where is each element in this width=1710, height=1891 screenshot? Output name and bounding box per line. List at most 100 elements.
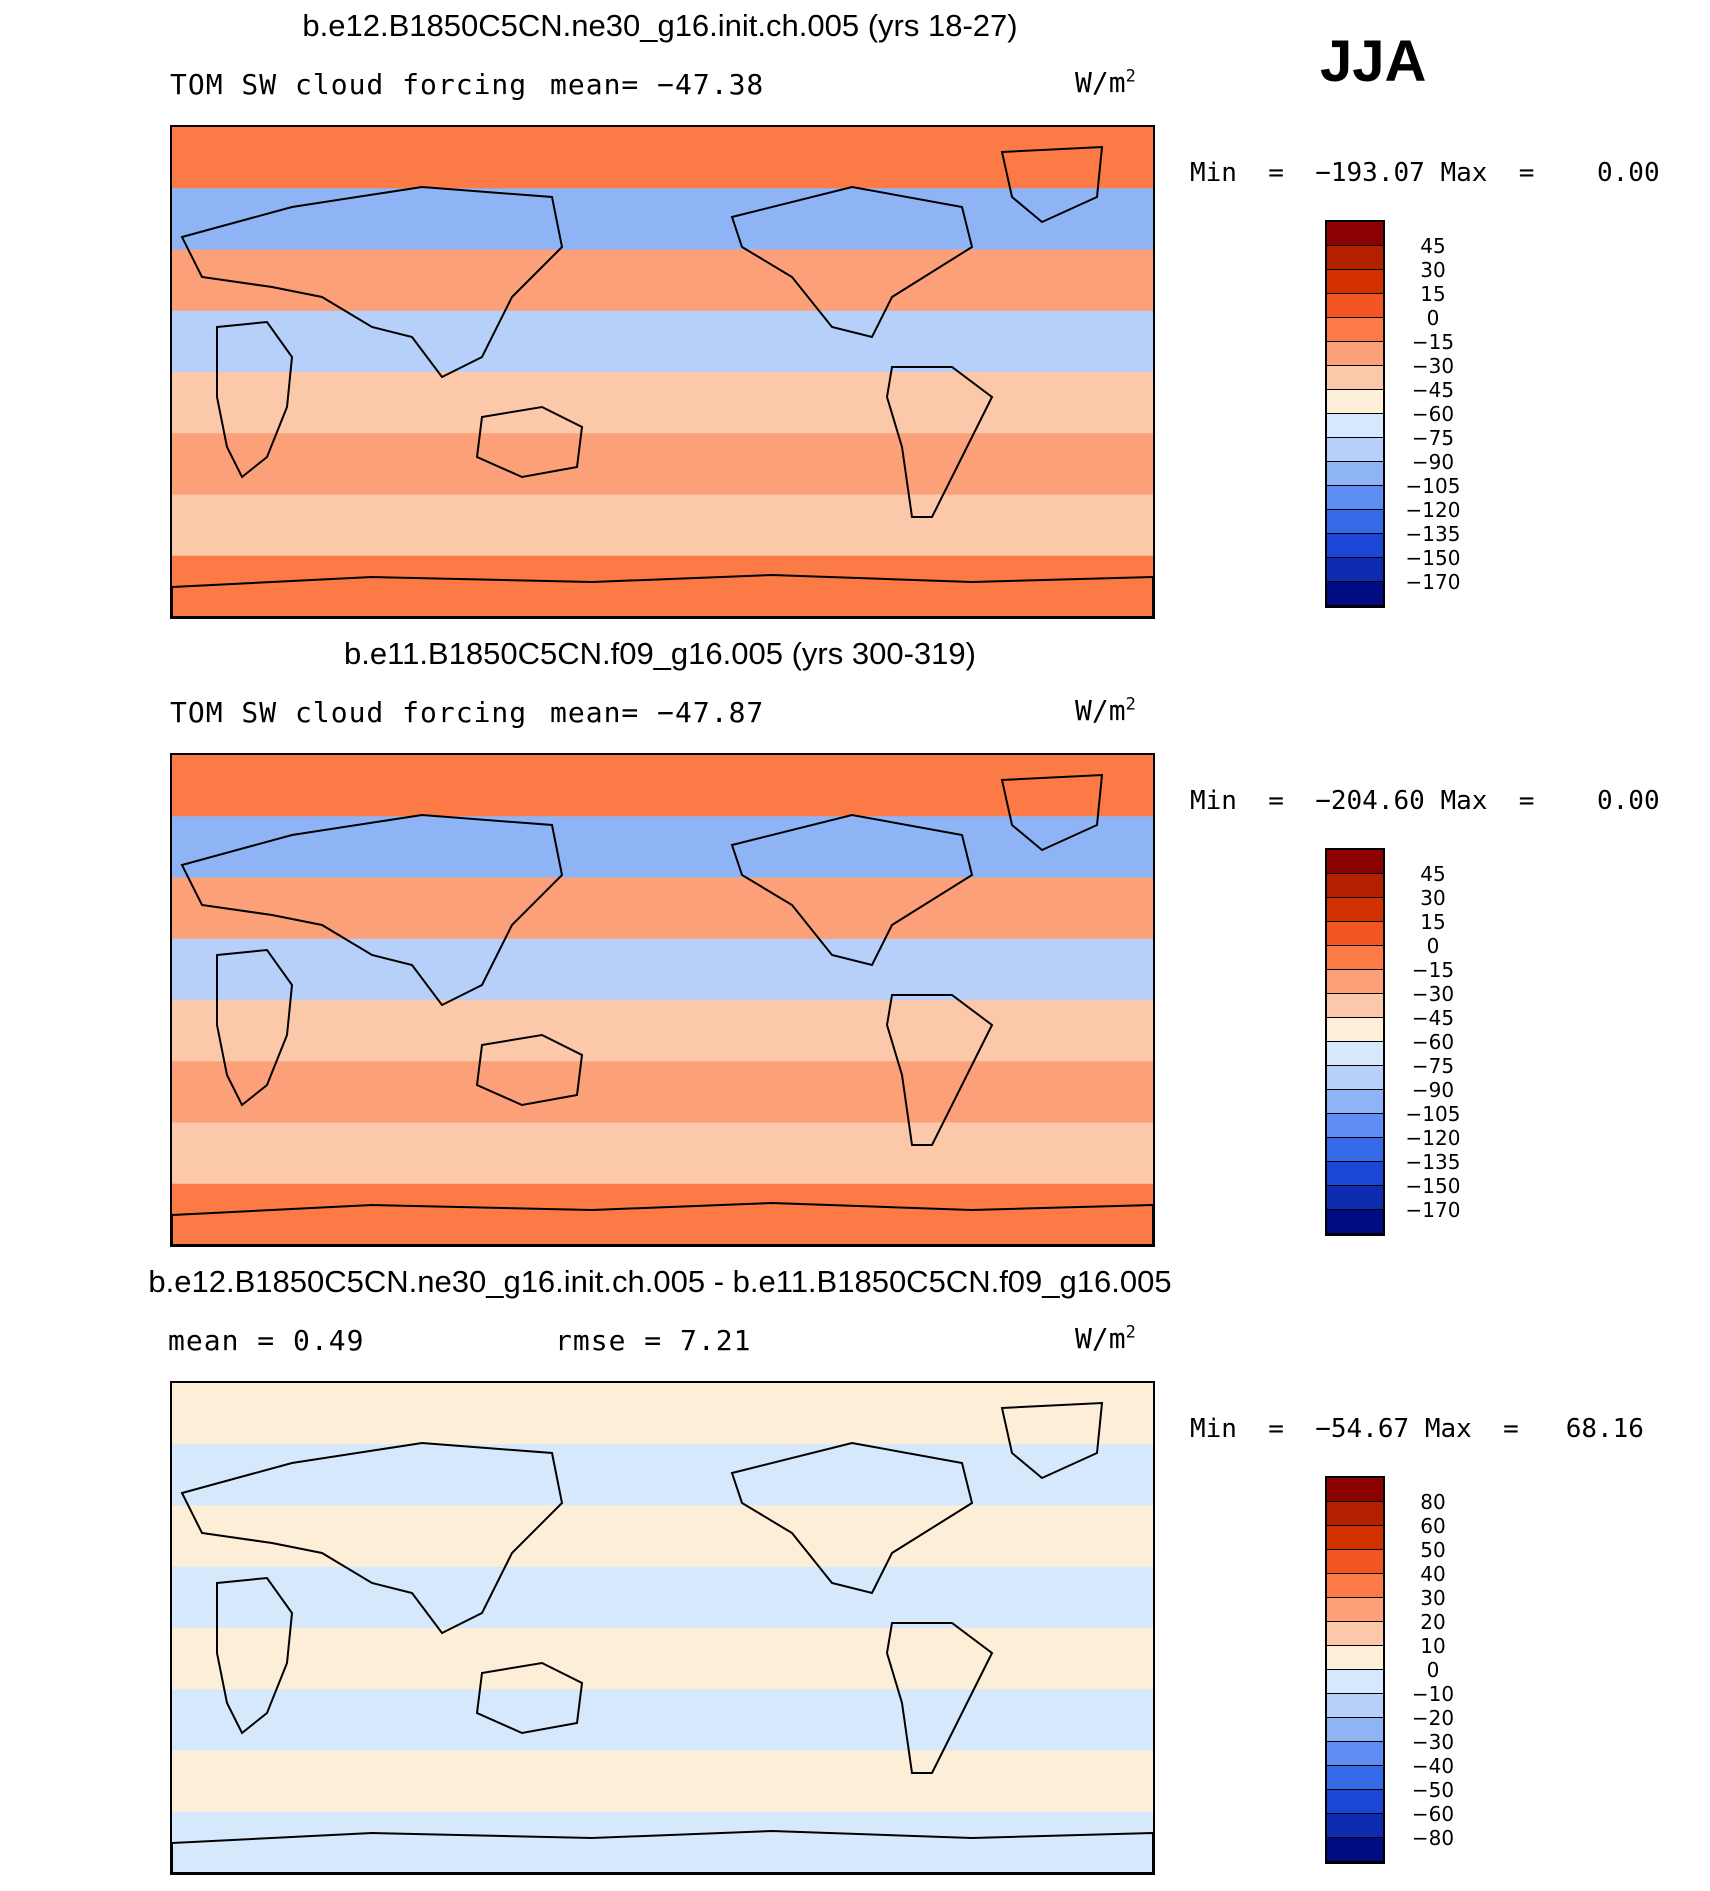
colorbar-tick-label: −105 xyxy=(1405,1102,1461,1126)
colorbar-swatch xyxy=(1327,1478,1383,1502)
colorbar-tick-label: 40 xyxy=(1420,1562,1446,1586)
colorbar-tick-label: −80 xyxy=(1411,1826,1455,1850)
season-label: JJA xyxy=(1320,29,1427,94)
colorbar-tick-label: 30 xyxy=(1420,1586,1446,1610)
colorbar-tick-label: −40 xyxy=(1411,1754,1455,1778)
map-panel-1: b.e12.B1850C5CN.ne30_g16.init.ch.005 (yr… xyxy=(0,0,1710,628)
mean-label: mean = 0.49 xyxy=(168,1324,365,1357)
coastline xyxy=(885,366,994,518)
colorbar-swatch xyxy=(1327,1766,1383,1790)
map-zonal-band xyxy=(172,1444,1153,1507)
panel-title: b.e12.B1850C5CN.ne30_g16.init.ch.005 - b… xyxy=(148,1264,1172,1299)
colorbar-swatch xyxy=(1327,1622,1383,1646)
colorbar-swatch xyxy=(1327,414,1383,438)
panel-title: b.e11.B1850C5CN.f09_g16.005 (yrs 300-319… xyxy=(344,636,976,671)
colorbar-tick-label: −60 xyxy=(1411,402,1455,426)
colorbar xyxy=(1325,1476,1385,1864)
map-zonal-band xyxy=(172,1811,1153,1873)
map-zonal-band xyxy=(172,188,1153,251)
colorbar-tick-label: 0 xyxy=(1426,1658,1440,1682)
colorbar-swatch xyxy=(1327,390,1383,414)
colorbar-swatch xyxy=(1327,1210,1383,1234)
min-value: Min = −204.60 xyxy=(1190,786,1425,816)
colorbar-tick-label: 0 xyxy=(1426,934,1440,958)
colorbar-tick-label: −150 xyxy=(1405,546,1461,570)
coastline xyxy=(180,1441,564,1635)
colorbar-swatch xyxy=(1327,1186,1383,1210)
colorbar-swatch xyxy=(1327,462,1383,486)
colorbar-swatch xyxy=(1327,1114,1383,1138)
units-label: W/m2 xyxy=(1075,66,1136,99)
colorbar-swatch xyxy=(1327,534,1383,558)
colorbar-tick-label: −60 xyxy=(1411,1802,1455,1826)
map-zonal-band xyxy=(172,372,1153,435)
min-max-label: Min = −193.07 Max = 0.00 xyxy=(1190,158,1660,188)
coastline xyxy=(180,185,564,379)
world-map xyxy=(170,1381,1155,1875)
colorbar-swatch xyxy=(1327,850,1383,874)
map-zonal-band xyxy=(172,1061,1153,1124)
colorbar-swatch xyxy=(1327,1090,1383,1114)
coastline xyxy=(172,1829,1153,1873)
colorbar-tick-label: −120 xyxy=(1405,498,1461,522)
colorbar-tick-label: −90 xyxy=(1411,450,1455,474)
map-zonal-band xyxy=(172,1750,1153,1813)
colorbar-swatch xyxy=(1327,970,1383,994)
colorbar-swatch xyxy=(1327,874,1383,898)
rmse-label: rmse = 7.21 xyxy=(555,1324,752,1357)
world-map xyxy=(170,125,1155,619)
max-value: Max = 0.00 xyxy=(1440,158,1660,188)
coastline xyxy=(730,185,974,339)
colorbar-tick-label: −120 xyxy=(1405,1126,1461,1150)
colorbar-tick-label: −45 xyxy=(1411,1006,1455,1030)
colorbar-swatch xyxy=(1327,1018,1383,1042)
colorbar-tick-label: 80 xyxy=(1420,1490,1446,1514)
coastline xyxy=(1000,773,1104,852)
map-zonal-band xyxy=(172,1000,1153,1063)
colorbar-swatch xyxy=(1327,510,1383,534)
colorbar-tick-label: −10 xyxy=(1411,1682,1455,1706)
colorbar-swatch xyxy=(1327,1574,1383,1598)
colorbar-swatch xyxy=(1327,438,1383,462)
colorbar-tick-label: 50 xyxy=(1420,1538,1446,1562)
colorbar-swatch xyxy=(1327,1790,1383,1814)
coastline xyxy=(216,948,294,1107)
colorbar-tick-label: −135 xyxy=(1405,522,1461,546)
coastline xyxy=(1000,1401,1104,1480)
colorbar-swatch xyxy=(1327,1502,1383,1526)
colorbar-tick-label: −170 xyxy=(1405,1198,1461,1222)
coastline xyxy=(475,1661,584,1735)
colorbar-swatch xyxy=(1327,558,1383,582)
coastline xyxy=(180,813,564,1007)
colorbar-swatch xyxy=(1327,1670,1383,1694)
colorbar-swatch xyxy=(1327,1550,1383,1574)
panel-title: b.e12.B1850C5CN.ne30_g16.init.ch.005 (yr… xyxy=(302,8,1018,43)
colorbar xyxy=(1325,848,1385,1236)
coastline xyxy=(216,320,294,479)
colorbar-swatch xyxy=(1327,366,1383,390)
min-max-label: Min = −204.60 Max = 0.00 xyxy=(1190,786,1660,816)
colorbar-tick-label: 45 xyxy=(1420,862,1446,886)
colorbar-swatch xyxy=(1327,486,1383,510)
coastline xyxy=(730,1441,974,1595)
map-zonal-band xyxy=(172,755,1153,818)
max-value: Max = 68.16 xyxy=(1424,1414,1644,1444)
colorbar-tick-label: −45 xyxy=(1411,378,1455,402)
colorbar-tick-label: −150 xyxy=(1405,1174,1461,1198)
map-zonal-band xyxy=(172,494,1153,557)
max-value: Max = 0.00 xyxy=(1440,786,1660,816)
colorbar-swatch xyxy=(1327,1598,1383,1622)
colorbar-swatch xyxy=(1327,294,1383,318)
colorbar-tick-label: 15 xyxy=(1420,282,1446,306)
coastline xyxy=(730,813,974,967)
colorbar-tick-label: −90 xyxy=(1411,1078,1455,1102)
map-zonal-band xyxy=(172,1628,1153,1691)
colorbar-tick-label: −135 xyxy=(1405,1150,1461,1174)
colorbar-swatch xyxy=(1327,1042,1383,1066)
coastline xyxy=(885,1622,994,1774)
colorbar-tick-label: −75 xyxy=(1411,1054,1455,1078)
mean-label: mean= −47.87 xyxy=(550,696,765,729)
colorbar-swatch xyxy=(1327,898,1383,922)
map-zonal-band xyxy=(172,938,1153,1001)
colorbar-swatch xyxy=(1327,994,1383,1018)
